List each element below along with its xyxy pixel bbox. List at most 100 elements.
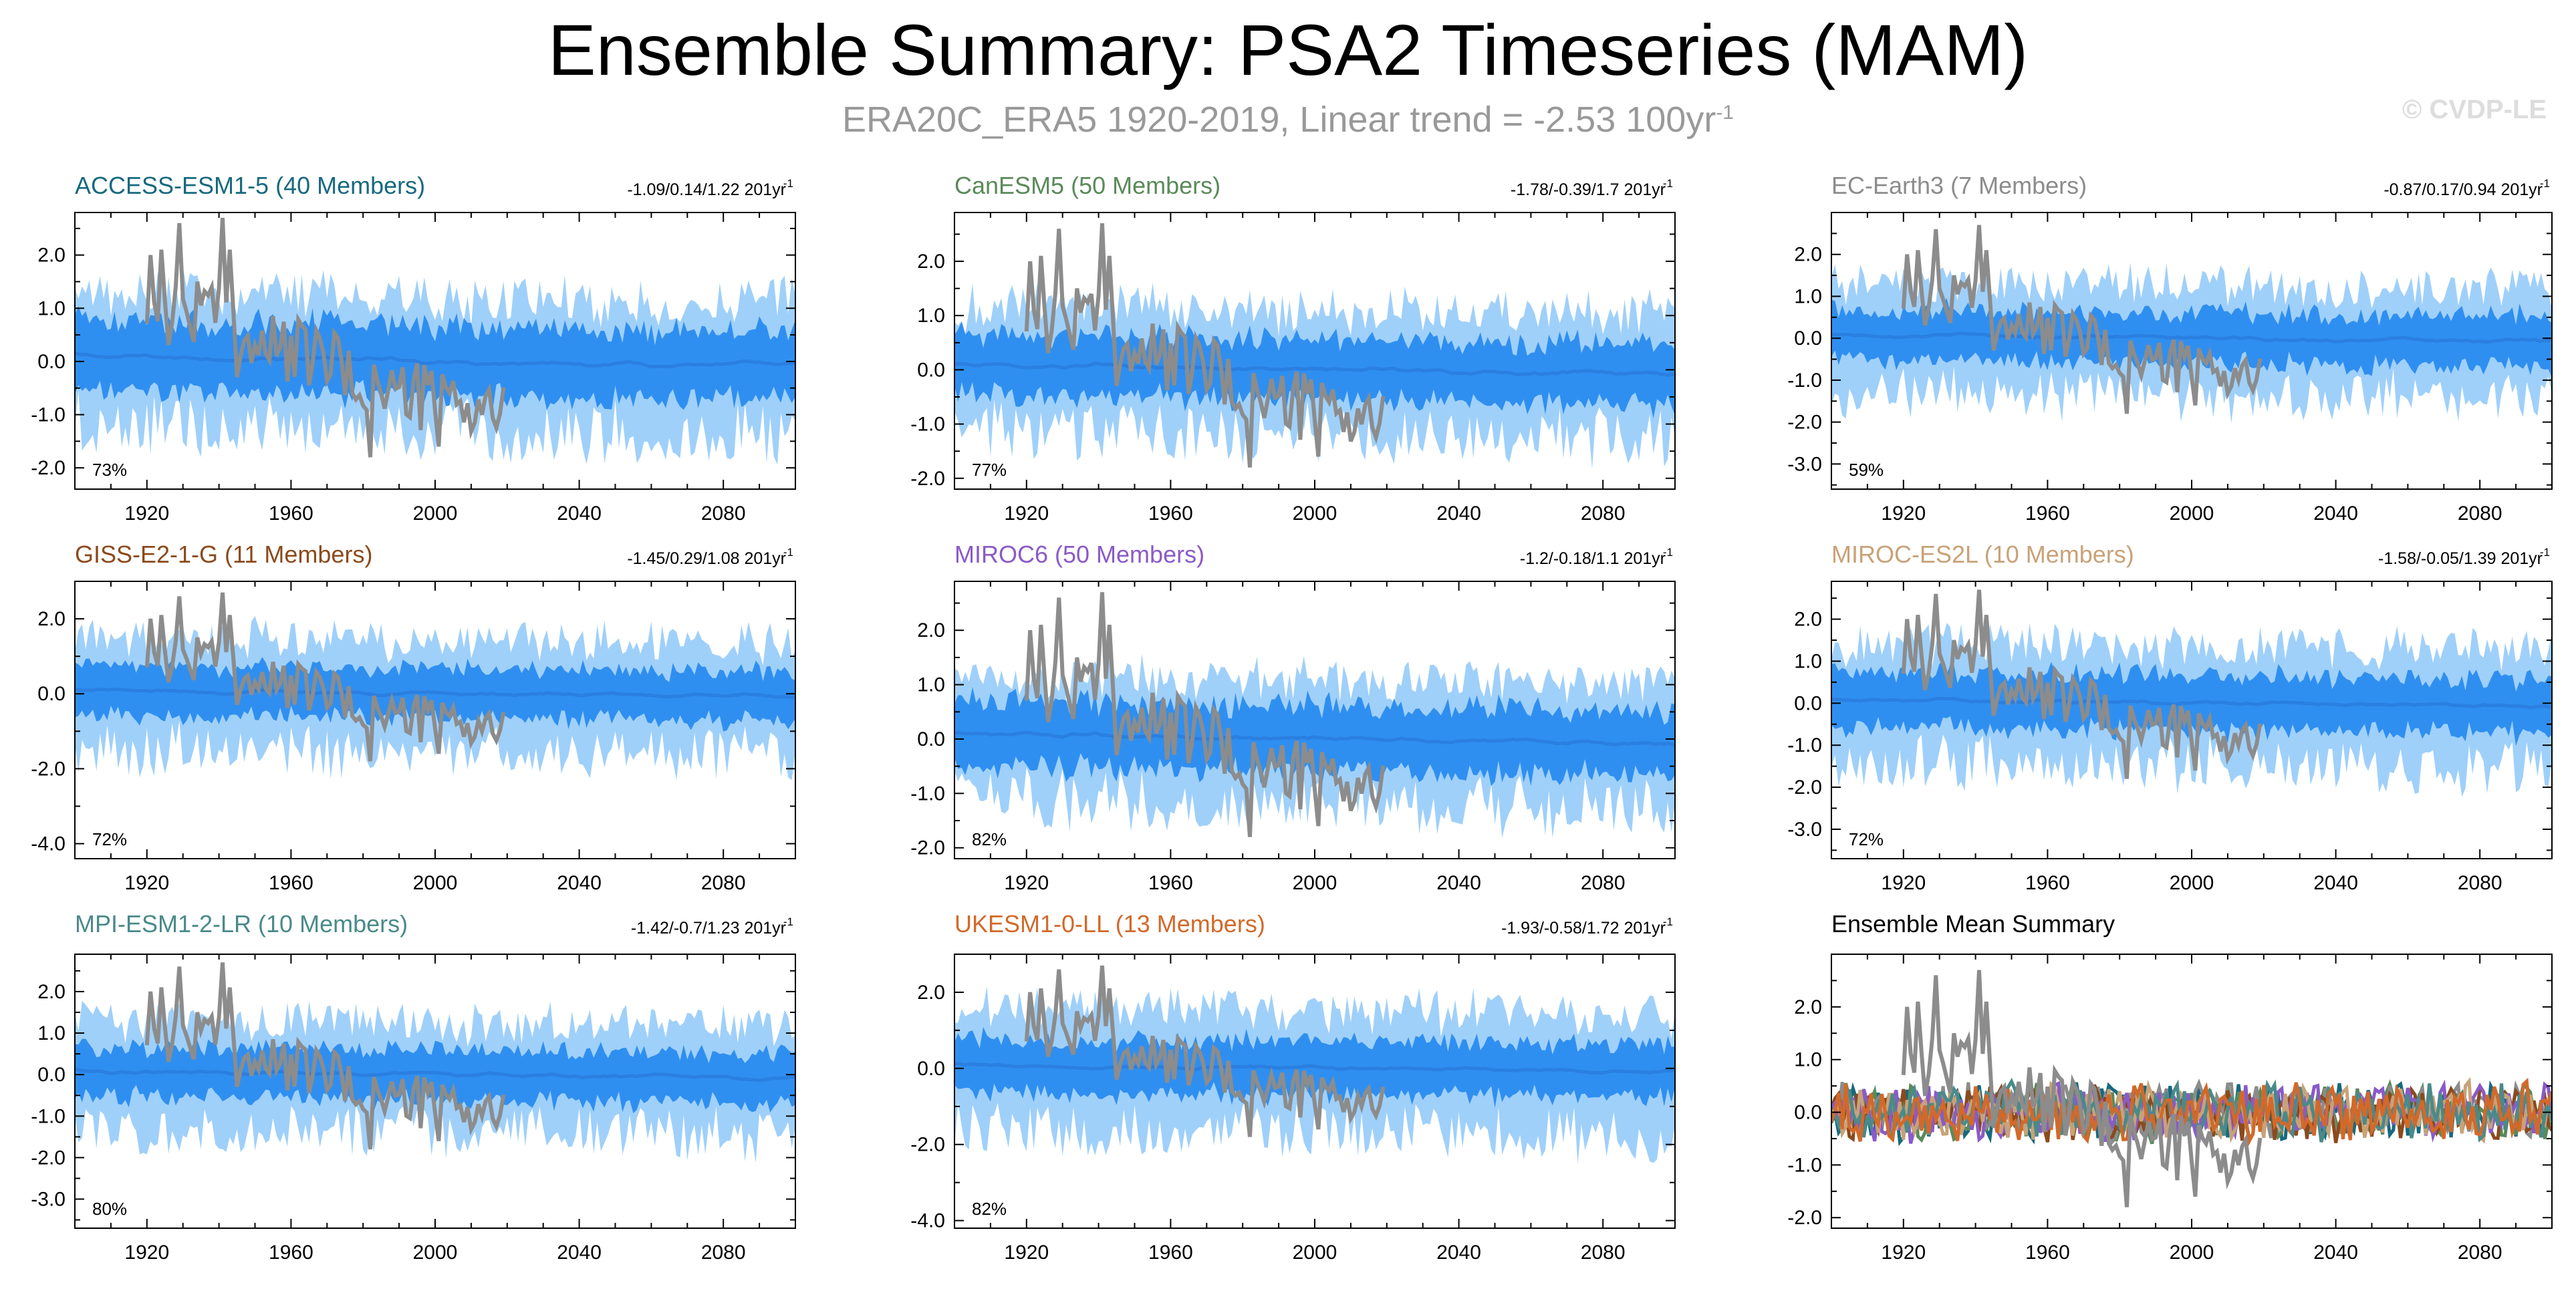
- y-tick-label: -2.0: [31, 758, 66, 780]
- x-tick-label: 2000: [2170, 872, 2214, 894]
- inner-spread-band: [75, 306, 795, 410]
- y-tick-label: 1.0: [917, 305, 945, 327]
- y-tick-label: -3.0: [31, 1189, 66, 1211]
- copyright-watermark: © CVDP-LE: [2402, 95, 2547, 124]
- y-tick-label: 0.0: [1794, 692, 1822, 714]
- y-tick-label: 1.0: [1794, 285, 1822, 307]
- panel-trend-range: -1.09/0.14/1.22 201yr: [627, 180, 786, 199]
- ensemble-mean-line: [1831, 331, 2552, 344]
- x-tick-label: 1920: [124, 872, 169, 894]
- y-tick-label: -2.0: [31, 457, 66, 479]
- plot-area: [954, 223, 1675, 469]
- panel-trend-range: -1.93/-0.58/1.72 201yr: [1501, 919, 1666, 938]
- x-tick-label: 2080: [701, 502, 746, 525]
- x-tick-label: 2040: [2313, 872, 2358, 894]
- x-tick-label: 1960: [2025, 872, 2070, 894]
- panel-trend-exponent: -1: [783, 915, 793, 928]
- ensemble-mean-line: [954, 362, 1675, 378]
- panel-percent: 73%: [92, 460, 127, 480]
- page-title: Ensemble Summary: PSA2 Timeseries (MAM): [547, 9, 2029, 90]
- panel-title: Ensemble Mean Summary: [1831, 910, 2115, 938]
- plot-area: [75, 962, 795, 1163]
- plot-area: [1831, 970, 2552, 1207]
- x-tick-label: 1920: [1004, 1242, 1049, 1264]
- x-tick-label: 2000: [1293, 1242, 1337, 1264]
- x-tick-label: 2000: [2170, 1242, 2214, 1264]
- y-tick-label: 0.0: [917, 1058, 945, 1080]
- panel-trend-exponent: -1: [2540, 546, 2550, 559]
- observed-line: [1901, 225, 2263, 414]
- y-tick-label: 2.0: [917, 982, 945, 1004]
- x-tick-label: 2080: [2458, 872, 2502, 894]
- panel-2: CanESM5 (50 Members) -1.78/-0.39/1.7 201y…: [910, 172, 1676, 525]
- y-tick-label: -2.0: [910, 1134, 945, 1156]
- ensemble-mean-line: [75, 351, 795, 369]
- panel-trend-range: -0.87/0.17/0.94 201yr: [2384, 180, 2543, 199]
- panel-3: EC-Earth3 (7 Members) -0.87/0.17/0.94 201…: [1787, 172, 2553, 525]
- ensemble-mean-line: [75, 687, 795, 700]
- plot-area: [1831, 225, 2552, 424]
- subtitle-exponent: -1: [1716, 102, 1734, 124]
- panel-trend-exponent: -1: [2540, 177, 2550, 190]
- x-tick-label: 2000: [413, 872, 458, 894]
- panel-title: MIROC6 (50 Members): [954, 541, 1204, 568]
- panel-trend-exponent: -1: [783, 546, 793, 559]
- x-tick-label: 1920: [1004, 502, 1049, 525]
- y-tick-label: 2.0: [1794, 996, 1822, 1018]
- x-tick-label: 2000: [413, 502, 458, 525]
- x-tick-label: 2080: [701, 1242, 746, 1264]
- y-tick-label: -4.0: [31, 833, 66, 855]
- x-tick-label: 1920: [1881, 502, 1926, 525]
- panel-trend-range: -1.42/-0.7/1.23 201yr: [631, 919, 786, 938]
- panel-4: GISS-E2-1-G (11 Members) -1.45/0.29/1.08 …: [31, 541, 796, 894]
- x-tick-label: 2080: [1581, 502, 1626, 525]
- y-tick-label: -3.0: [1787, 819, 1822, 841]
- y-tick-label: -2.0: [910, 468, 945, 490]
- x-tick-label: 2000: [2170, 502, 2214, 525]
- ensemble-mean-line: [75, 1067, 795, 1083]
- observed-line: [1901, 589, 2263, 779]
- y-tick-label: -1.0: [1787, 734, 1822, 756]
- y-tick-label: -1.0: [1787, 370, 1822, 392]
- x-tick-label: 1960: [1148, 502, 1193, 525]
- y-tick-label: -2.0: [31, 1147, 66, 1169]
- panel-title: EC-Earth3 (7 Members): [1831, 172, 2087, 199]
- ensemble-mean-line: [954, 1061, 1675, 1075]
- panel-percent: 59%: [1849, 460, 1884, 480]
- x-tick-label: 2040: [2313, 502, 2358, 525]
- y-tick-label: -3.0: [1787, 453, 1822, 475]
- panel-percent: 72%: [92, 829, 127, 849]
- y-tick-label: 2.0: [37, 608, 66, 630]
- panel-trend-exponent: -1: [1663, 177, 1673, 190]
- panel-trend-exponent: -1: [1663, 915, 1673, 928]
- y-tick-label: 1.0: [37, 297, 66, 319]
- inner-spread-band: [75, 657, 795, 732]
- panel-8: UKESM1-0-LL (13 Members) -1.93/-0.58/1.72…: [910, 910, 1676, 1264]
- y-tick-label: 0.0: [37, 351, 66, 373]
- x-tick-label: 1960: [269, 502, 313, 525]
- model-mean-line: [1831, 1077, 2552, 1147]
- panel-7: MPI-ESM1-2-LR (10 Members) -1.42/-0.7/1.2…: [31, 910, 796, 1264]
- plot-area: [954, 592, 1675, 839]
- observed-line: [1024, 592, 1386, 837]
- x-tick-label: 2000: [1293, 872, 1337, 894]
- plot-area: [75, 592, 795, 780]
- x-tick-label: 2000: [1293, 502, 1337, 525]
- observed-line: [144, 592, 506, 762]
- x-tick-label: 1920: [124, 1242, 169, 1264]
- y-tick-label: 1.0: [1794, 650, 1822, 672]
- panel-percent: 80%: [92, 1199, 127, 1219]
- y-tick-label: 2.0: [917, 619, 945, 641]
- x-tick-label: 2040: [557, 1242, 602, 1264]
- observed-line: [1024, 223, 1386, 468]
- x-tick-label: 1920: [1881, 1242, 1926, 1264]
- panel-title: CanESM5 (50 Members): [954, 172, 1220, 199]
- plot-area: [75, 217, 795, 465]
- panel-9: Ensemble Mean Summary 1920 1960 2000 2040 208…: [1787, 910, 2553, 1264]
- panel-5: MIROC6 (50 Members) -1.2/-0.18/1.1 201yr-…: [910, 541, 1676, 894]
- y-tick-label: -2.0: [1787, 776, 1822, 799]
- y-tick-label: 0.0: [1794, 1102, 1822, 1124]
- ensemble-mean-line: [954, 730, 1675, 748]
- x-tick-label: 1920: [1004, 872, 1049, 894]
- panel-trend-range: -1.78/-0.39/1.7 201yr: [1511, 180, 1666, 199]
